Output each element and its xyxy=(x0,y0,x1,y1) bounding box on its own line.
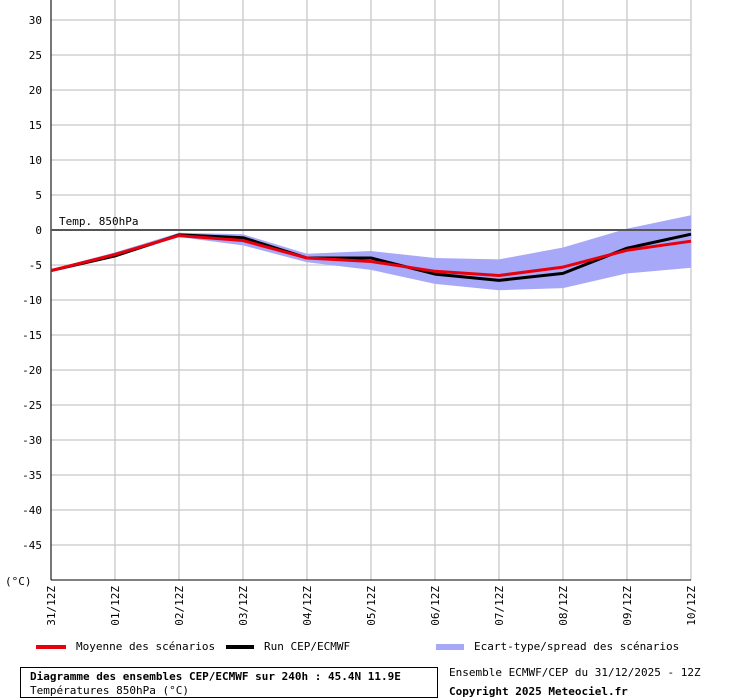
x-tick-labels: 31/12Z 01/12Z 02/12Z 03/12Z 04/12Z 05/12Z 06/1… xyxy=(45,586,698,626)
x-tick-label: 02/12Z xyxy=(173,586,186,626)
x-tick-label: 08/12Z xyxy=(557,586,570,626)
y-tick-label: -40 xyxy=(22,504,42,517)
y-unit-label: (°C) xyxy=(5,575,32,588)
y-tick-label: -15 xyxy=(22,329,42,342)
legend-item-run: Run CEP/ECMWF xyxy=(226,640,350,653)
legend: Moyenne des scénarios Run CEP/ECMWF Ecar… xyxy=(0,640,740,656)
y-tick-label: 20 xyxy=(29,84,42,97)
y-tick-label: -10 xyxy=(22,294,42,307)
x-tick-label: 09/12Z xyxy=(621,586,634,626)
x-tick-label: 31/12Z xyxy=(45,586,58,626)
x-tick-label: 07/12Z xyxy=(493,586,506,626)
chart-title: Diagramme des ensembles CEP/ECMWF sur 24… xyxy=(30,670,401,683)
legend-label-spread: Ecart-type/spread des scénarios xyxy=(474,640,680,653)
copyright: Copyright 2025 Meteociel.fr xyxy=(449,685,628,698)
y-tick-label: 15 xyxy=(29,119,42,132)
legend-label-mean: Moyenne des scénarios xyxy=(76,640,216,653)
legend-swatch-spread xyxy=(436,643,464,650)
temperature-ensemble-chart: 30 25 20 15 10 5 0 -5 -10 -15 -20 -25 -30 -35 -40 -45 3… xyxy=(5,0,698,626)
y-tick-label: -35 xyxy=(22,469,42,482)
legend-item-mean: Moyenne des scénarios xyxy=(36,640,215,653)
x-tick-label: 03/12Z xyxy=(237,586,250,626)
series-lines xyxy=(50,232,692,282)
legend-swatch-run xyxy=(226,644,254,649)
y-tick-labels: 30 25 20 15 10 5 0 -5 -10 -15 -20 -25 -30 -35 -40 -45 xyxy=(22,14,42,552)
legend-label-run: Run CEP/ECMWF xyxy=(264,640,351,653)
chart-subtitle: Températures 850hPa (°C) xyxy=(30,684,189,697)
y-tick-label: 5 xyxy=(35,189,42,202)
x-tick-label: 04/12Z xyxy=(301,586,314,626)
x-tick-label: 05/12Z xyxy=(365,586,378,626)
mean-series-line xyxy=(50,234,692,277)
y-tick-label: -5 xyxy=(29,259,42,272)
x-tick-label: 10/12Z xyxy=(685,586,698,626)
y-tick-label: -45 xyxy=(22,539,42,552)
legend-item-spread: Ecart-type/spread des scénarios xyxy=(436,640,679,653)
info-box: Diagramme des ensembles CEP/ECMWF sur 24… xyxy=(20,667,438,698)
y-tick-label: -20 xyxy=(22,364,42,377)
y-tick-label: 25 xyxy=(29,49,42,62)
y-tick-label: 0 xyxy=(35,224,42,237)
legend-swatch-mean xyxy=(36,644,66,649)
y-tick-label: 10 xyxy=(29,154,42,167)
y-tick-label: -30 xyxy=(22,434,42,447)
grid xyxy=(50,0,692,581)
x-tick-label: 01/12Z xyxy=(109,586,122,626)
temp-850-annotation: Temp. 850hPa xyxy=(59,215,138,228)
y-tick-label: 30 xyxy=(29,14,42,27)
x-tick-label: 06/12Z xyxy=(429,586,442,626)
y-tick-label: -25 xyxy=(22,399,42,412)
ensemble-run-info: Ensemble ECMWF/CEP du 31/12/2025 - 12Z xyxy=(449,666,701,679)
